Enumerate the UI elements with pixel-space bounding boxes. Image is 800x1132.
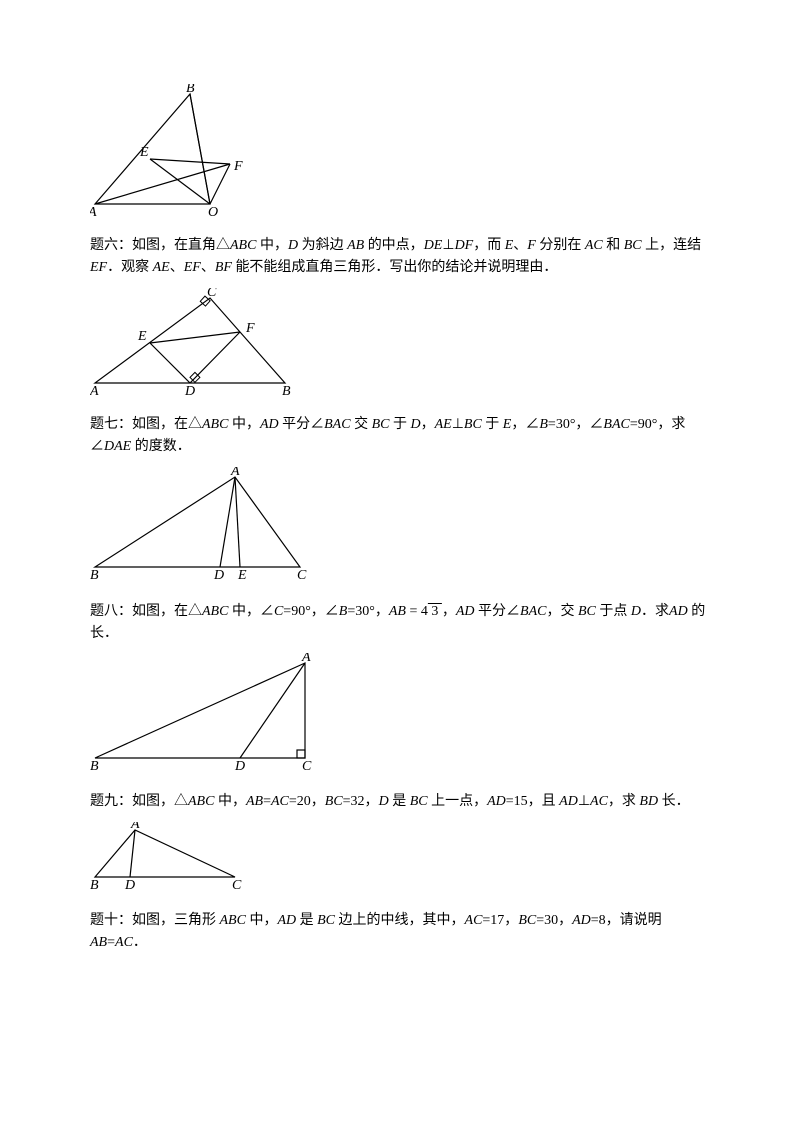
svg-text:E: E	[139, 145, 149, 160]
svg-text:C: C	[207, 288, 217, 300]
problem-10-text: 题十：如图，三角形 ABC 中，AD 是 BC 边上的中线，其中，AC=17，B…	[90, 910, 710, 955]
problem-9-body: 如图，△ABC 中，AB=AC=20，BC=32，D 是 BC 上一点，AD=1…	[132, 794, 690, 809]
problem-6-text: 题六：如图，在直角△ABC 中，D 为斜边 AB 的中点，DE⊥DF，而 E、F…	[90, 235, 710, 280]
problem-7-figure: B C A D E	[90, 467, 710, 585]
figure-5-svg: A O B E F	[90, 84, 250, 219]
svg-text:B: B	[90, 568, 99, 583]
figure-9-svg: B C A D	[90, 822, 250, 894]
svg-text:B: B	[282, 384, 291, 398]
problem-8-text: 题八：如图，在△ABC 中，∠C=90°，∠B=30°，AB = 4 3 ，AD…	[90, 601, 710, 646]
svg-text:B: B	[186, 84, 195, 96]
problem-5-figure: A O B E F	[90, 84, 710, 219]
svg-text:C: C	[302, 759, 312, 774]
problem-10-body: 如图，三角形 ABC 中，AD 是 BC 边上的中线，其中，AC=17，BC=3…	[90, 913, 662, 950]
svg-text:D: D	[234, 759, 245, 774]
figure-8-svg: B C A D	[90, 653, 330, 775]
problem-7-label: 题七：	[90, 417, 132, 432]
problem-9-text: 题九：如图，△ABC 中，AB=AC=20，BC=32，D 是 BC 上一点，A…	[90, 791, 710, 813]
figure-6-svg: A B C D E F	[90, 288, 300, 398]
svg-text:E: E	[137, 329, 147, 344]
figure-7-svg: B C A D E	[90, 467, 320, 585]
svg-text:D: D	[124, 878, 135, 893]
problem-9-figure: B C A D	[90, 822, 710, 894]
svg-text:F: F	[233, 159, 243, 174]
svg-text:A: A	[301, 653, 311, 665]
svg-text:A: A	[230, 467, 240, 479]
problem-8-label: 题八：	[90, 604, 132, 619]
problem-8-body: 如图，在△ABC 中，∠C=90°，∠B=30°，AB = 4 3 ，AD 平分…	[90, 604, 705, 641]
svg-text:B: B	[90, 878, 99, 893]
svg-text:F: F	[245, 321, 255, 336]
svg-text:A: A	[90, 384, 99, 398]
problem-7-body: 如图，在△ABC 中，AD 平分∠BAC 交 BC 于 D，AE⊥BC 于 E，…	[90, 417, 685, 454]
svg-text:A: A	[130, 822, 140, 832]
svg-text:A: A	[90, 205, 97, 219]
svg-text:D: D	[184, 384, 195, 398]
svg-text:C: C	[232, 878, 242, 893]
problem-6-label: 题六：	[90, 238, 132, 253]
problem-8-figure: B C A D	[90, 653, 710, 775]
problem-7-text: 题七：如图，在△ABC 中，AD 平分∠BAC 交 BC 于 D，AE⊥BC 于…	[90, 414, 710, 459]
svg-text:B: B	[90, 759, 99, 774]
problem-9-label: 题九：	[90, 794, 132, 809]
svg-text:C: C	[297, 568, 307, 583]
svg-text:D: D	[213, 568, 224, 583]
svg-text:E: E	[237, 568, 247, 583]
svg-text:O: O	[208, 205, 218, 219]
problem-10-label: 题十：	[90, 913, 132, 928]
problem-6-figure: A B C D E F	[90, 288, 710, 398]
problem-6-body: 如图，在直角△ABC 中，D 为斜边 AB 的中点，DE⊥DF，而 E、F 分别…	[90, 238, 701, 275]
